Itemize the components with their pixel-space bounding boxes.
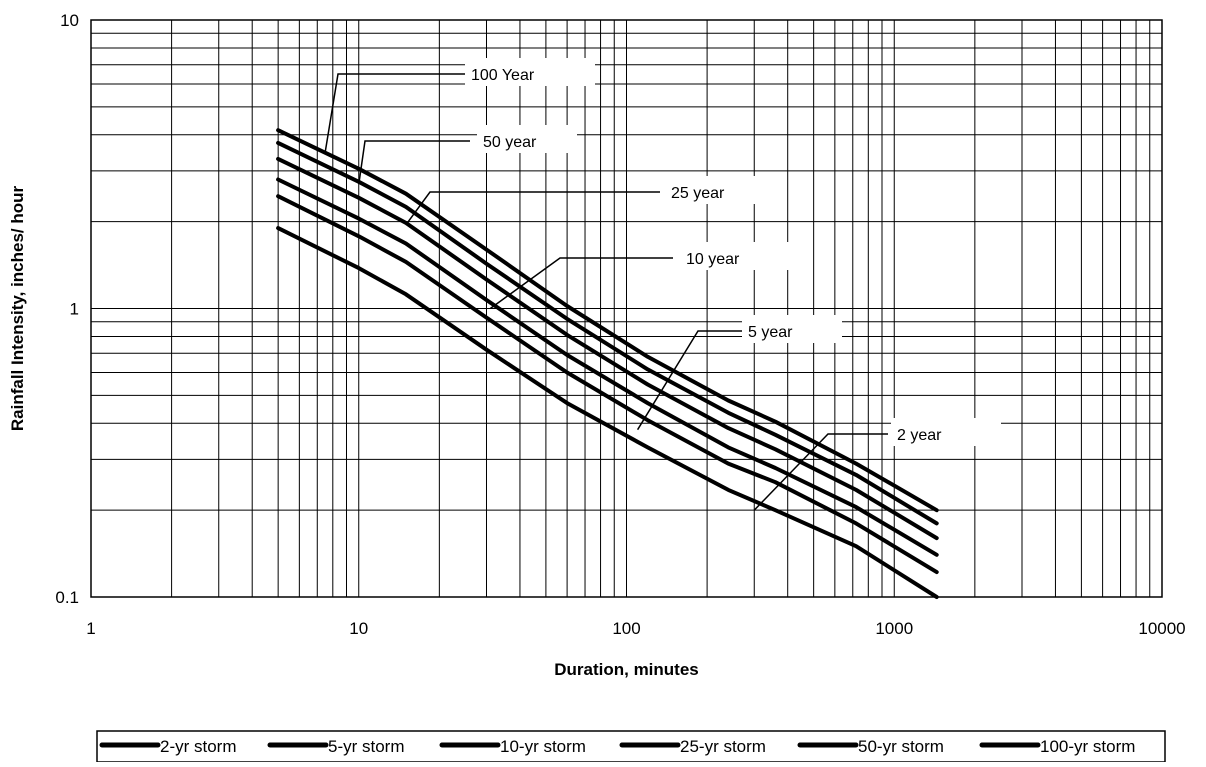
x-tick-label: 100 bbox=[612, 619, 640, 638]
annotation-label: 25 year bbox=[671, 185, 725, 202]
x-tick-label: 10000 bbox=[1138, 619, 1185, 638]
y-tick-label: 0.1 bbox=[55, 588, 79, 607]
annotation-leader bbox=[405, 191, 660, 226]
x-tick-label: 1000 bbox=[875, 619, 913, 638]
annotation-label-bg bbox=[891, 418, 1001, 446]
annotations: 100 Year 50 year 25 year 10 year 5 year 2 yea… bbox=[324, 58, 1001, 511]
annotation-leader bbox=[358, 140, 470, 185]
grid bbox=[91, 20, 1162, 597]
legend-label: 100-yr storm bbox=[1040, 737, 1135, 756]
annotation-leader bbox=[636, 330, 742, 431]
series-line-5-yr-storm bbox=[276, 194, 939, 575]
annotation-leader bbox=[753, 433, 888, 511]
series-line-10-yr-storm bbox=[276, 177, 939, 557]
x-tick-label: 10 bbox=[349, 619, 368, 638]
annotation-label-bg bbox=[465, 58, 595, 86]
annotation-label-bg bbox=[477, 125, 577, 153]
series-line-2-yr-storm bbox=[276, 226, 939, 599]
annotation-label: 2 year bbox=[897, 427, 942, 444]
annotation-label-bg bbox=[665, 176, 785, 204]
legend-label: 10-yr storm bbox=[500, 737, 586, 756]
legend-label: 25-yr storm bbox=[680, 737, 766, 756]
legend: 2-yr storm 5-yr storm 10-yr storm 25-yr sto… bbox=[96, 730, 1166, 763]
legend-label: 2-yr storm bbox=[160, 737, 237, 756]
legend-label: 5-yr storm bbox=[328, 737, 405, 756]
plot-frame bbox=[90, 19, 1163, 598]
y-tick-label: 10 bbox=[60, 11, 79, 30]
annotation-label-bg bbox=[680, 242, 790, 270]
annotation-label: 10 year bbox=[686, 251, 740, 268]
annotation-label: 100 Year bbox=[471, 67, 535, 84]
annotation-label-bg bbox=[742, 315, 842, 343]
legend-label: 50-yr storm bbox=[858, 737, 944, 756]
series-line-50-yr-storm bbox=[276, 140, 939, 526]
x-axis-title: Duration, minutes bbox=[554, 660, 699, 679]
x-tick-label: 1 bbox=[86, 619, 95, 638]
annotation-label: 5 year bbox=[748, 324, 793, 341]
y-tick-label: 1 bbox=[70, 300, 79, 319]
annotation-label: 50 year bbox=[483, 134, 537, 151]
series-line-100-yr-storm bbox=[276, 128, 939, 513]
tick-labels: 1 10 100 1000 10000 0.1 1 10 bbox=[55, 11, 1185, 638]
y-axis-title: Rainfall Intensity, inches/ hour bbox=[8, 185, 27, 431]
series-lines bbox=[276, 128, 939, 599]
annotation-leader bbox=[324, 73, 465, 152]
annotation-leader bbox=[489, 257, 673, 310]
series-line-25-yr-storm bbox=[276, 156, 939, 541]
